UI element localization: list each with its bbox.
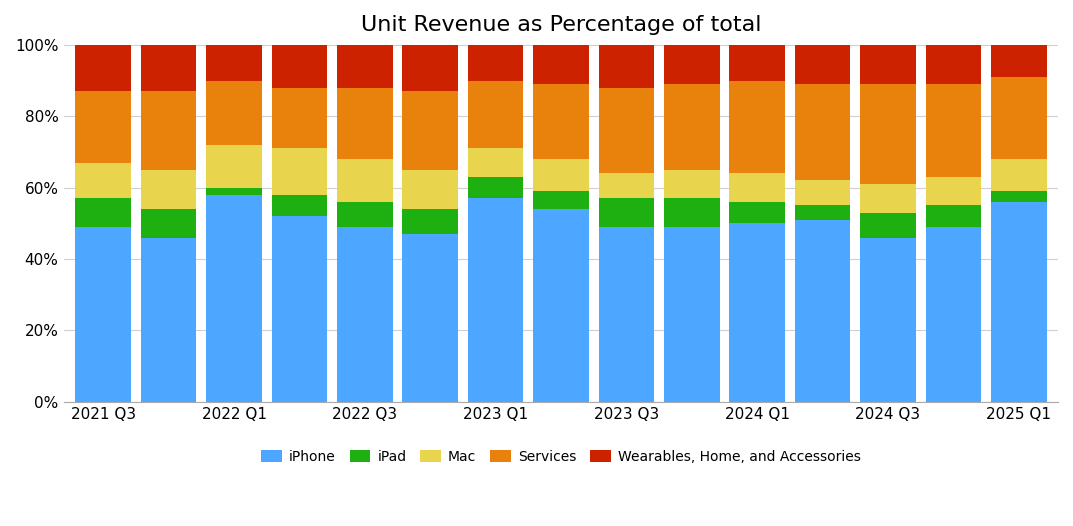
Bar xyxy=(926,84,981,177)
Bar xyxy=(468,45,524,80)
Bar xyxy=(795,84,851,180)
Bar xyxy=(141,209,196,238)
Bar xyxy=(991,45,1046,77)
Bar xyxy=(533,84,589,159)
Bar xyxy=(206,145,262,188)
Bar xyxy=(926,206,981,227)
Bar xyxy=(533,209,589,402)
Bar xyxy=(991,191,1046,202)
Bar xyxy=(533,159,589,191)
Bar xyxy=(730,45,785,80)
Bar xyxy=(141,45,196,92)
Bar xyxy=(402,45,458,92)
Legend: iPhone, iPad, Mac, Services, Wearables, Home, and Accessories: iPhone, iPad, Mac, Services, Wearables, … xyxy=(255,444,867,469)
Bar xyxy=(75,45,131,92)
Bar xyxy=(468,80,524,148)
Bar xyxy=(206,45,262,80)
Bar xyxy=(795,220,851,402)
Bar xyxy=(271,45,327,88)
Bar xyxy=(206,80,262,145)
Bar xyxy=(664,84,720,170)
Bar xyxy=(599,227,655,402)
Bar xyxy=(468,198,524,402)
Bar xyxy=(75,92,131,163)
Bar xyxy=(468,148,524,177)
Bar xyxy=(75,163,131,198)
Bar xyxy=(795,180,851,206)
Bar xyxy=(861,45,915,84)
Bar xyxy=(991,159,1046,191)
Bar xyxy=(402,92,458,170)
Bar xyxy=(271,88,327,148)
Bar xyxy=(141,170,196,209)
Bar xyxy=(75,227,131,402)
Bar xyxy=(533,191,589,209)
Bar xyxy=(664,45,720,84)
Bar xyxy=(599,45,655,88)
Bar xyxy=(664,170,720,198)
Bar xyxy=(926,227,981,402)
Bar xyxy=(599,88,655,173)
Bar xyxy=(402,170,458,209)
Bar xyxy=(75,198,131,227)
Bar xyxy=(730,223,785,402)
Bar xyxy=(599,173,655,198)
Bar xyxy=(206,195,262,402)
Bar xyxy=(730,173,785,202)
Bar xyxy=(664,227,720,402)
Bar xyxy=(206,188,262,195)
Bar xyxy=(991,77,1046,159)
Bar xyxy=(664,198,720,227)
Bar xyxy=(795,206,851,220)
Bar xyxy=(337,45,393,88)
Bar xyxy=(271,195,327,216)
Title: Unit Revenue as Percentage of total: Unit Revenue as Percentage of total xyxy=(361,15,761,35)
Bar xyxy=(337,202,393,227)
Bar xyxy=(861,238,915,402)
Bar xyxy=(730,202,785,223)
Bar xyxy=(795,45,851,84)
Bar xyxy=(599,198,655,227)
Bar xyxy=(141,238,196,402)
Bar xyxy=(141,92,196,170)
Bar xyxy=(337,159,393,202)
Bar xyxy=(861,213,915,238)
Bar xyxy=(991,202,1046,402)
Bar xyxy=(337,227,393,402)
Bar xyxy=(861,84,915,184)
Bar xyxy=(730,80,785,173)
Bar xyxy=(402,209,458,234)
Bar xyxy=(402,234,458,402)
Bar xyxy=(337,88,393,159)
Bar xyxy=(271,216,327,402)
Bar xyxy=(926,45,981,84)
Bar xyxy=(271,148,327,195)
Bar xyxy=(926,177,981,206)
Bar xyxy=(533,45,589,84)
Bar xyxy=(468,177,524,198)
Bar xyxy=(861,184,915,213)
